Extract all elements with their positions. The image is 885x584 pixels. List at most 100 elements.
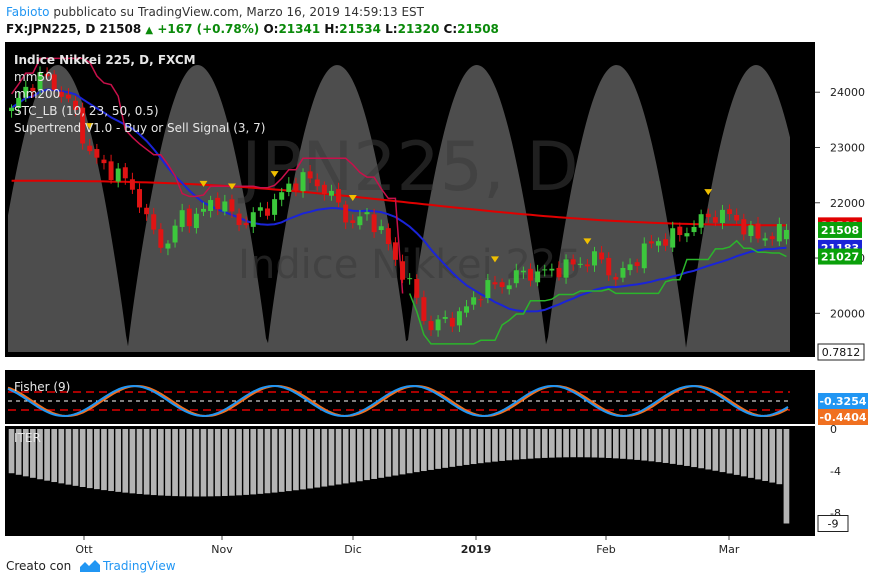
iter-bar — [357, 429, 363, 482]
candle-body — [264, 208, 270, 216]
iter-bar — [769, 429, 776, 483]
candle-body — [670, 228, 676, 248]
candle-body — [435, 319, 441, 331]
iter-bar — [577, 429, 584, 458]
candle-body — [392, 242, 398, 260]
candle-body — [677, 226, 683, 236]
candle-body — [236, 213, 242, 226]
time-tick-label: Mar — [719, 543, 740, 555]
candle-body — [492, 282, 498, 285]
price-tick-label: 20000 — [830, 307, 865, 320]
iter-bar — [740, 429, 747, 477]
iter-bar — [214, 429, 221, 497]
price-badge-label: 21027 — [821, 251, 859, 264]
candle-body — [634, 262, 640, 267]
candle-body — [80, 107, 86, 144]
candle-body — [87, 145, 93, 152]
iter-bar — [129, 429, 136, 494]
candle-body — [300, 172, 306, 192]
candle-body — [215, 197, 221, 210]
candle-body — [414, 279, 420, 298]
candle-body — [16, 97, 22, 109]
iter-bar — [221, 429, 228, 496]
iter-bar — [733, 429, 740, 475]
iter-bar — [534, 429, 541, 459]
candle-body — [108, 161, 114, 181]
sell-signal-icon — [199, 180, 208, 187]
candle-body — [23, 86, 29, 98]
candle-body — [158, 229, 164, 248]
iter-bar — [477, 429, 484, 464]
iter-bar — [627, 429, 633, 460]
iter-badge — [817, 515, 849, 532]
iter-bar — [385, 429, 392, 477]
iter-bar — [328, 429, 335, 486]
iter-bar — [485, 429, 491, 463]
tradingview-link[interactable]: TradingView — [103, 559, 176, 573]
iter-bar — [783, 429, 790, 524]
iter-bar — [207, 429, 214, 497]
candle-body — [44, 73, 50, 77]
candle-body — [556, 267, 562, 278]
iter-bar — [598, 429, 605, 458]
sell-signal-icon — [583, 238, 592, 245]
iter-bar — [8, 429, 15, 474]
legend-title: Indice Nikkei 225, D, FXCM — [14, 53, 196, 67]
candle-body — [456, 311, 462, 326]
iter-bar — [520, 429, 527, 460]
candle-body — [328, 190, 334, 196]
candle-body — [478, 299, 484, 301]
supertrend-up-line — [409, 239, 787, 345]
candle-body — [577, 263, 583, 265]
chart-canvas[interactable]: JPN225, D Indice Nikkei 225 Indice Nikke… — [0, 40, 885, 555]
ma50-line — [11, 88, 787, 313]
iter-bar — [748, 429, 754, 478]
iter-bar — [58, 429, 65, 484]
stc-area — [8, 65, 790, 352]
fisher-pane[interactable] — [5, 370, 815, 424]
iter-bar — [499, 429, 505, 461]
author-link[interactable]: Fabioto — [6, 5, 50, 19]
iter-bar — [591, 429, 598, 458]
candle-body — [606, 257, 612, 276]
iter-bar — [278, 429, 285, 492]
candle-body — [250, 212, 256, 227]
fisher-badge — [818, 393, 868, 409]
candle-body — [279, 192, 285, 200]
candle-body — [172, 225, 178, 243]
published-text: pubblicato su TradingView.com, Marzo 16,… — [53, 5, 424, 19]
iter-bar — [300, 429, 306, 490]
iter-bar — [442, 429, 449, 468]
candle-body — [691, 226, 697, 233]
iter-bar — [321, 429, 328, 487]
iter-bar — [186, 429, 193, 497]
price-label: 21508 — [99, 22, 142, 36]
candle-body — [599, 252, 605, 260]
sell-signal-icon — [490, 256, 499, 263]
iter-bar — [307, 429, 313, 489]
candle-body — [37, 72, 43, 90]
sell-signal-icon — [348, 194, 357, 201]
watermark: JPN225, D Indice Nikkei 225 — [237, 128, 582, 288]
iter-bar — [449, 429, 456, 467]
sell-signal-icon — [227, 183, 236, 190]
candle-body — [421, 297, 427, 321]
iter-bar — [37, 429, 43, 480]
candle-body — [229, 199, 235, 212]
candle-body — [762, 238, 768, 241]
candle-body — [684, 233, 690, 237]
iter-bar — [271, 429, 278, 493]
iter-bar — [371, 429, 377, 479]
fisher-badge-label: -0.4404 — [819, 411, 866, 424]
candle-body — [73, 100, 79, 110]
stc-badge-label: 0.7812 — [822, 346, 861, 359]
candle-body — [343, 204, 349, 223]
candle-body — [30, 87, 36, 92]
iter-bar — [200, 429, 207, 497]
watermark-symbol: JPN225, D — [237, 128, 578, 207]
candle-body — [385, 228, 391, 245]
candle-body — [727, 209, 733, 215]
iter-bar — [506, 429, 513, 461]
iter-bar — [641, 429, 648, 461]
supertrend-down-line — [10, 57, 404, 294]
